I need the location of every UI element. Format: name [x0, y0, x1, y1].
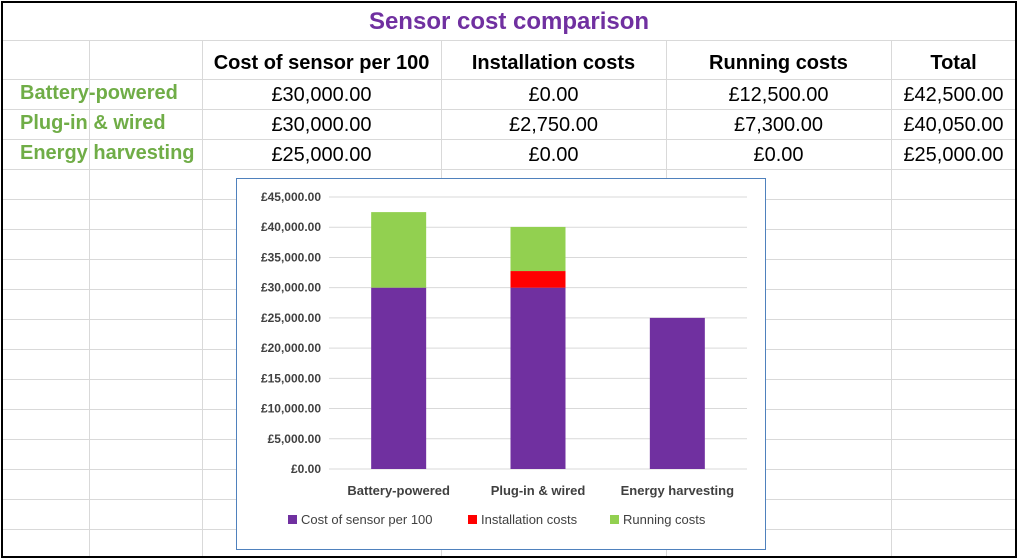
gridline	[891, 41, 892, 556]
gridline	[3, 79, 1015, 80]
gridline	[3, 40, 1015, 41]
gridline	[3, 169, 1015, 170]
x-tick-label: Plug-in & wired	[491, 483, 586, 498]
legend-label: Installation costs	[481, 512, 578, 527]
legend-label: Running costs	[623, 512, 706, 527]
table-title: Sensor cost comparison	[368, 8, 650, 35]
legend-label: Cost of sensor per 100	[301, 512, 433, 527]
x-tick-label: Energy harvesting	[621, 483, 734, 498]
bar-segment	[510, 271, 566, 288]
bar-segment	[649, 317, 705, 469]
x-tick-label: Battery-powered	[347, 483, 450, 498]
y-tick-label: £20,000.00	[261, 341, 321, 355]
bar-segment	[371, 212, 427, 288]
gridline	[3, 139, 1015, 140]
y-tick-label: £35,000.00	[261, 250, 321, 264]
y-tick-label: £10,000.00	[261, 402, 321, 416]
table-cell: £30,000.00	[271, 84, 372, 106]
y-tick-label: £5,000.00	[268, 432, 322, 446]
table-cell: £0.00	[528, 84, 579, 106]
gridline	[89, 41, 90, 556]
y-tick-label: £25,000.00	[261, 311, 321, 325]
chart-canvas: £0.00 £5,000.00 £10,000.00 £15,000.00 £20,00…	[261, 190, 747, 527]
bar-segment	[510, 287, 566, 469]
table-cell: £0.00	[753, 144, 804, 166]
y-tick-label: £45,000.00	[261, 190, 321, 204]
bar-segment	[371, 287, 427, 469]
gridline	[202, 41, 203, 556]
table-cell: £40,050.00	[903, 114, 1004, 136]
table-cell: £25,000.00	[903, 144, 1004, 166]
row-label: Plug-in & wired	[20, 112, 166, 134]
legend-swatch	[468, 515, 477, 524]
column-header: Cost of sensor per 100	[213, 52, 430, 74]
table-cell: £12,500.00	[728, 84, 829, 106]
y-tick-label: £15,000.00	[261, 371, 321, 385]
table-cell: £2,750.00	[509, 114, 598, 136]
gridline	[3, 109, 1015, 110]
stacked-bar-chart[interactable]: £0.00 £5,000.00 £10,000.00 £15,000.00 £20,00…	[236, 178, 766, 550]
legend-swatch	[610, 515, 619, 524]
table-cell: £0.00	[528, 144, 579, 166]
y-tick-label: £0.00	[291, 462, 321, 476]
table-cell: £42,500.00	[903, 84, 1004, 106]
table-cell: £25,000.00	[271, 144, 372, 166]
table-cell: £7,300.00	[734, 114, 823, 136]
row-label: Energy harvesting	[20, 142, 195, 164]
column-header: Running costs	[709, 52, 848, 74]
column-header: Total	[930, 52, 977, 74]
y-tick-label: £40,000.00	[261, 220, 321, 234]
table-cell: £30,000.00	[271, 114, 372, 136]
legend-swatch	[288, 515, 297, 524]
column-header: Installation costs	[471, 52, 636, 74]
y-tick-label: £30,000.00	[261, 281, 321, 295]
bar-segment	[510, 226, 566, 272]
row-label: Battery-powered	[20, 82, 178, 104]
